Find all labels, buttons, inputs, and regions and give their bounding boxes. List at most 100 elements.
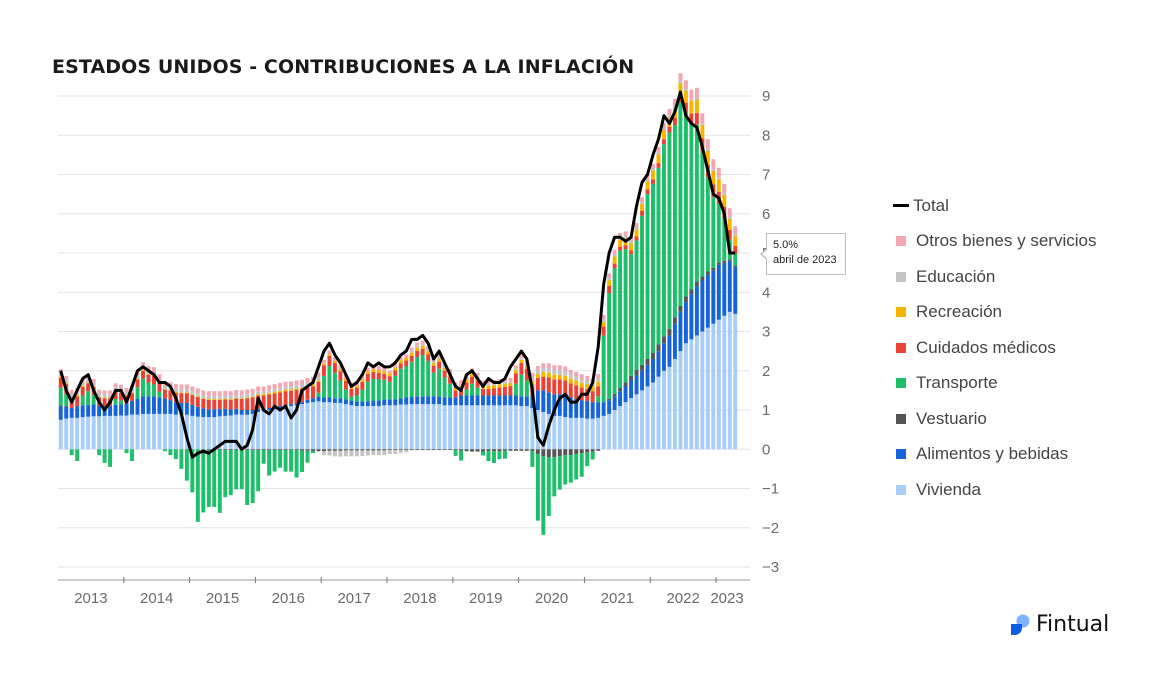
- bar-segment: [201, 399, 206, 409]
- x-tick-label: 2014: [140, 590, 173, 607]
- bar-segment: [453, 405, 458, 450]
- y-tick-label: −1: [762, 481, 779, 498]
- bar-segment: [431, 372, 436, 397]
- axis-layer: 9876543210−1−2−3201320142015201620172018…: [58, 88, 779, 607]
- bar-segment: [195, 449, 200, 522]
- bar-segment: [568, 374, 573, 379]
- annotation-value: 5.0%: [773, 239, 799, 251]
- bar-segment: [470, 373, 475, 377]
- x-tick-label: 2021: [601, 590, 634, 607]
- bar-segment: [102, 394, 107, 398]
- bar-segment: [404, 357, 409, 361]
- bar-segment: [316, 372, 321, 378]
- bar-segment: [683, 343, 688, 450]
- legend-swatch-medicos: [896, 342, 906, 353]
- bar-segment: [727, 208, 732, 217]
- bar-segment: [305, 449, 310, 451]
- bar-segment: [223, 415, 228, 450]
- bar-segment: [398, 368, 403, 399]
- bar-segment: [278, 392, 283, 407]
- bar-segment: [108, 397, 113, 399]
- bar-segment: [64, 379, 69, 383]
- bar-segment: [349, 405, 354, 450]
- bar-segment: [228, 395, 233, 400]
- bar-segment: [272, 449, 277, 451]
- bar-segment: [327, 366, 332, 398]
- bar-segment: [371, 400, 376, 407]
- bar-segment: [585, 449, 590, 453]
- bar-segment: [486, 395, 491, 406]
- bar-segment: [387, 376, 392, 382]
- bar-segment: [250, 449, 255, 451]
- bar-segment: [552, 365, 557, 370]
- bar-segment: [437, 353, 442, 358]
- bar-segment: [623, 245, 628, 250]
- bar-segment: [245, 394, 250, 398]
- bar-segment: [568, 369, 573, 375]
- bar-segment: [442, 405, 447, 450]
- bar-segment: [278, 449, 283, 451]
- bar-segment: [245, 414, 250, 450]
- bar-segment: [420, 449, 425, 451]
- bar-segment: [305, 450, 310, 463]
- bar-segment: [382, 379, 387, 400]
- bar-segment: [311, 402, 315, 450]
- bar-segment: [332, 449, 337, 451]
- bar-segment: [612, 396, 617, 410]
- bar-segment: [354, 406, 359, 450]
- bar-segment: [694, 124, 699, 282]
- bar-segment: [629, 250, 634, 255]
- bar-segment: [261, 394, 266, 396]
- bar-segment: [108, 394, 113, 398]
- bar-segment: [151, 413, 156, 450]
- bar-segment: [108, 449, 113, 467]
- y-tick-label: 2: [762, 363, 770, 380]
- bar-segment: [223, 395, 228, 399]
- bar-segment: [535, 366, 540, 370]
- bar-segment: [700, 276, 705, 281]
- bar-segment: [513, 368, 518, 371]
- bar-segment: [574, 376, 579, 381]
- bar-segment: [393, 450, 398, 454]
- bar-segment: [245, 449, 250, 451]
- bar-segment: [382, 449, 387, 451]
- bar-segment: [327, 449, 332, 451]
- bar-segment: [694, 112, 699, 125]
- bar-segment: [217, 399, 222, 400]
- bar-segment: [256, 408, 261, 412]
- bar-segment: [250, 388, 255, 394]
- bar-segment: [409, 361, 414, 398]
- bar-segment: [278, 406, 283, 409]
- bar-segment: [179, 384, 184, 390]
- bars-layer: [58, 73, 738, 535]
- bar-segment: [168, 400, 173, 414]
- bar-segment: [453, 450, 458, 456]
- bar-segment: [278, 450, 283, 468]
- bar-segment: [667, 132, 672, 329]
- bar-segment: [689, 289, 694, 295]
- bar-segment: [201, 449, 206, 513]
- bar-segment: [316, 377, 321, 381]
- bar-segment: [618, 388, 623, 392]
- bar-segment: [420, 348, 425, 356]
- bar-segment: [568, 378, 573, 384]
- bar-segment: [332, 362, 337, 373]
- bar-segment: [212, 391, 217, 396]
- bar-segment: [168, 389, 173, 391]
- bar-segment: [541, 368, 546, 372]
- bar-segment: [634, 394, 639, 450]
- bar-segment: [672, 98, 677, 106]
- bar-segment: [69, 397, 74, 399]
- bar-segment: [300, 450, 305, 473]
- bar-segment: [86, 379, 91, 383]
- bar-segment: [535, 369, 540, 374]
- bar-segment: [568, 417, 573, 450]
- bar-segment: [393, 370, 398, 376]
- bar-segment: [327, 350, 332, 355]
- bar-segment: [283, 449, 288, 451]
- bar-segment: [645, 174, 650, 180]
- bar-segment: [623, 382, 628, 387]
- bar-segment: [234, 389, 239, 395]
- bar-segment: [420, 355, 425, 397]
- bar-segment: [206, 395, 211, 400]
